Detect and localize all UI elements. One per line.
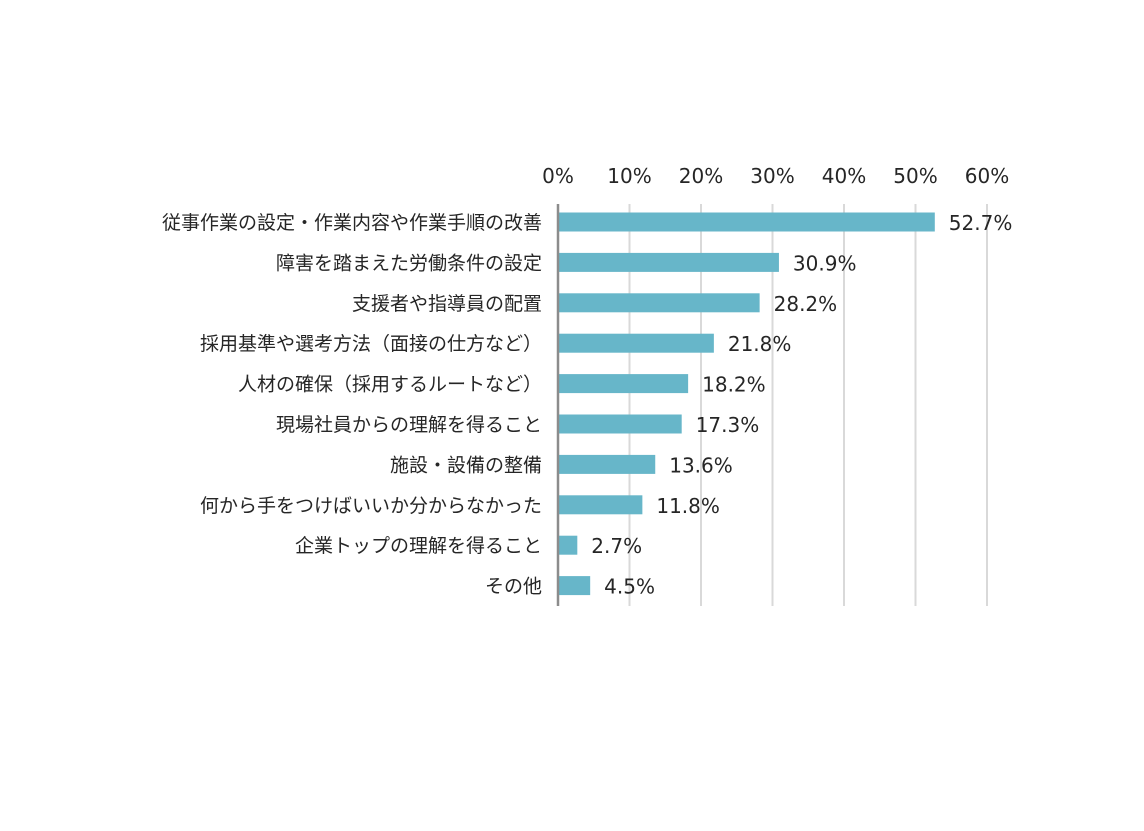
category-label: 支援者や指導員の配置 — [352, 293, 542, 315]
bars — [558, 212, 935, 596]
category-label: 企業トップの理解を得ること — [295, 535, 542, 557]
x-tick-label: 50% — [893, 164, 937, 188]
bar — [558, 252, 779, 272]
category-label: 現場社員からの理解を得ること — [276, 414, 542, 436]
x-tick-label: 20% — [679, 164, 723, 188]
x-tick-label: 0% — [542, 164, 574, 188]
category-label: 施設・設備の整備 — [390, 454, 542, 476]
x-tick-label: 30% — [750, 164, 794, 188]
bar — [558, 374, 689, 394]
bar — [558, 293, 760, 313]
category-label: 人材の確保（採用するルートなど） — [238, 374, 542, 396]
data-label: 52.7% — [949, 211, 1013, 235]
x-tick-labels: 0% 10% 20% 30% 40% 50% 60% — [542, 164, 1009, 188]
category-label: 障害を踏まえた労働条件の設定 — [276, 252, 542, 274]
category-labels: 従事作業の設定・作業内容や作業手順の改善障害を踏まえた労働条件の設定支援者や指導… — [162, 212, 542, 598]
data-label: 21.8% — [728, 332, 792, 356]
bar — [558, 535, 578, 555]
data-label: 11.8% — [656, 494, 720, 518]
bar — [558, 333, 714, 353]
bar — [558, 414, 682, 434]
bar — [558, 576, 591, 596]
category-label: その他 — [485, 576, 542, 598]
data-label: 18.2% — [702, 373, 766, 397]
category-label: 従事作業の設定・作業内容や作業手順の改善 — [162, 212, 542, 234]
category-label: 何から手をつけばいいか分からなかった — [200, 495, 542, 517]
bar — [558, 212, 935, 232]
bar — [558, 495, 643, 515]
x-tick-label: 40% — [822, 164, 866, 188]
bar — [558, 454, 656, 474]
data-label: 30.9% — [793, 251, 857, 275]
value-labels: 52.7% 30.9% 28.2% 21.8% 18.2% 17.3% 13.6% 11.8%… — [591, 211, 1012, 599]
category-label: 採用基準や選考方法（面接の仕方など） — [200, 333, 542, 355]
data-label: 17.3% — [696, 413, 760, 437]
x-tick-label: 60% — [965, 164, 1009, 188]
data-label: 2.7% — [591, 534, 642, 558]
x-tick-label: 10% — [607, 164, 651, 188]
data-label: 13.6% — [669, 453, 733, 477]
data-label: 4.5% — [604, 575, 655, 599]
data-label: 28.2% — [774, 292, 838, 316]
